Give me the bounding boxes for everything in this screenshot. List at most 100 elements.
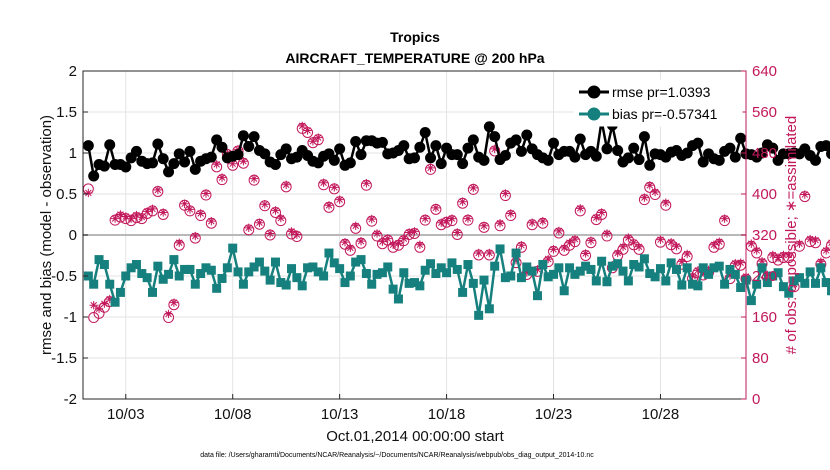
- bias-point: [201, 263, 211, 273]
- obs-assimilated-point: [693, 266, 703, 275]
- obs-assimilated-point: [543, 254, 553, 264]
- rmse-point: [328, 154, 340, 166]
- obs-assimilated-point: [148, 204, 157, 214]
- bias-point: [559, 286, 569, 296]
- bias-point: [682, 263, 692, 273]
- obs-assimilated-point: [137, 212, 147, 222]
- obs-assimilated-point: [640, 193, 649, 202]
- rmse-point: [163, 166, 175, 178]
- x-axis-label: Oct.01,2014 00:00:00 start: [326, 428, 504, 445]
- rmse-point: [414, 141, 426, 153]
- bias-point: [794, 273, 804, 283]
- bias-point: [511, 248, 521, 258]
- obs-assimilated-point: [704, 265, 713, 275]
- bias-point: [185, 264, 195, 274]
- obs-assimilated-point: [159, 208, 168, 217]
- bias-point: [490, 261, 500, 271]
- bias-point: [399, 268, 409, 278]
- bias-point: [442, 268, 452, 278]
- bias-point: [746, 296, 756, 306]
- obs-assimilated-point: [490, 144, 499, 154]
- bias-point: [367, 279, 377, 289]
- obs-assimilated-point: [260, 200, 269, 209]
- rmse-point: [248, 131, 260, 143]
- rmse-point: [173, 148, 185, 160]
- rmse-point: [350, 136, 362, 148]
- bias-point: [292, 273, 302, 283]
- obs-assimilated-point: [367, 214, 376, 224]
- obs-assimilated-point: [132, 210, 141, 220]
- y-tick-label-right: 480: [752, 145, 777, 162]
- bias-point: [410, 278, 419, 288]
- obs-assimilated-point: [822, 246, 830, 255]
- x-tick-label: 10/03: [107, 406, 145, 423]
- rmse-point: [612, 145, 624, 157]
- bias-point: [83, 271, 93, 281]
- obs-assimilated-point: [249, 174, 259, 183]
- bias-point: [581, 261, 591, 271]
- bias-point: [447, 258, 457, 268]
- bias-point: [629, 260, 639, 270]
- obs-assimilated-point: [731, 258, 740, 268]
- bias-point: [212, 283, 222, 293]
- obs-assimilated-point: [816, 257, 826, 266]
- y-tick-label-right: 80: [752, 350, 769, 367]
- bias-point: [554, 263, 564, 273]
- bias-point: [238, 279, 248, 289]
- rmse-point: [152, 138, 164, 150]
- bias-point: [762, 278, 772, 288]
- obs-assimilated-point: [699, 268, 708, 277]
- bias-point: [623, 276, 633, 286]
- obs-assimilated-point: [725, 271, 735, 280]
- bias-point: [618, 266, 628, 276]
- rmse-point: [735, 132, 747, 144]
- obs-assimilated-point: [442, 216, 451, 225]
- bias-point: [276, 278, 286, 288]
- obs-assimilated-point: [709, 240, 719, 249]
- obs-assimilated-point: [239, 157, 248, 166]
- obs-assimilated-point: [185, 205, 195, 214]
- obs-assimilated-point: [228, 159, 237, 168]
- rmse-point: [569, 151, 581, 163]
- obs-assimilated-point: [298, 121, 307, 131]
- obs-assimilated-point: [287, 227, 296, 236]
- obs-assimilated-point: [715, 237, 724, 246]
- rmse-point: [724, 142, 736, 154]
- obs-assimilated-point: [169, 298, 179, 307]
- rmse-point: [574, 133, 586, 145]
- obs-assimilated-point: [613, 248, 622, 258]
- rmse-point: [457, 158, 469, 170]
- bias-point: [613, 259, 623, 269]
- rmse-point: [644, 159, 656, 171]
- obs-assimilated-point: [308, 137, 318, 146]
- obs-assimilated-point: [736, 258, 745, 267]
- bias-point: [463, 260, 473, 270]
- rmse-point: [810, 154, 822, 166]
- rmse-point: [729, 151, 741, 163]
- bias-point: [688, 279, 698, 289]
- obs-assimilated-point: [501, 189, 510, 198]
- obs-assimilated-point: [656, 235, 665, 244]
- y-tick-label-left: 1: [69, 145, 77, 162]
- rmse-point: [633, 154, 645, 166]
- obs-assimilated-point: [362, 179, 371, 188]
- bias-point: [784, 288, 794, 298]
- bias-point: [121, 271, 131, 281]
- x-tick-label: 10/23: [535, 406, 573, 423]
- bias-point: [570, 269, 580, 279]
- bias-point: [650, 272, 660, 282]
- rmse-point: [82, 140, 94, 152]
- rmse-point: [355, 149, 367, 161]
- bias-point: [158, 274, 168, 284]
- rmse-point: [638, 131, 650, 143]
- obs-assimilated-point: [672, 242, 681, 251]
- rmse-point: [130, 145, 142, 157]
- y-tick-label-right: 160: [752, 309, 777, 326]
- bias-point: [356, 255, 366, 265]
- bias-point: [655, 264, 665, 274]
- rmse-point: [409, 152, 420, 164]
- obs-assimilated-point: [560, 243, 569, 253]
- obs-assimilated-point: [244, 223, 253, 233]
- rmse-point: [478, 154, 490, 166]
- bias-point: [244, 267, 254, 277]
